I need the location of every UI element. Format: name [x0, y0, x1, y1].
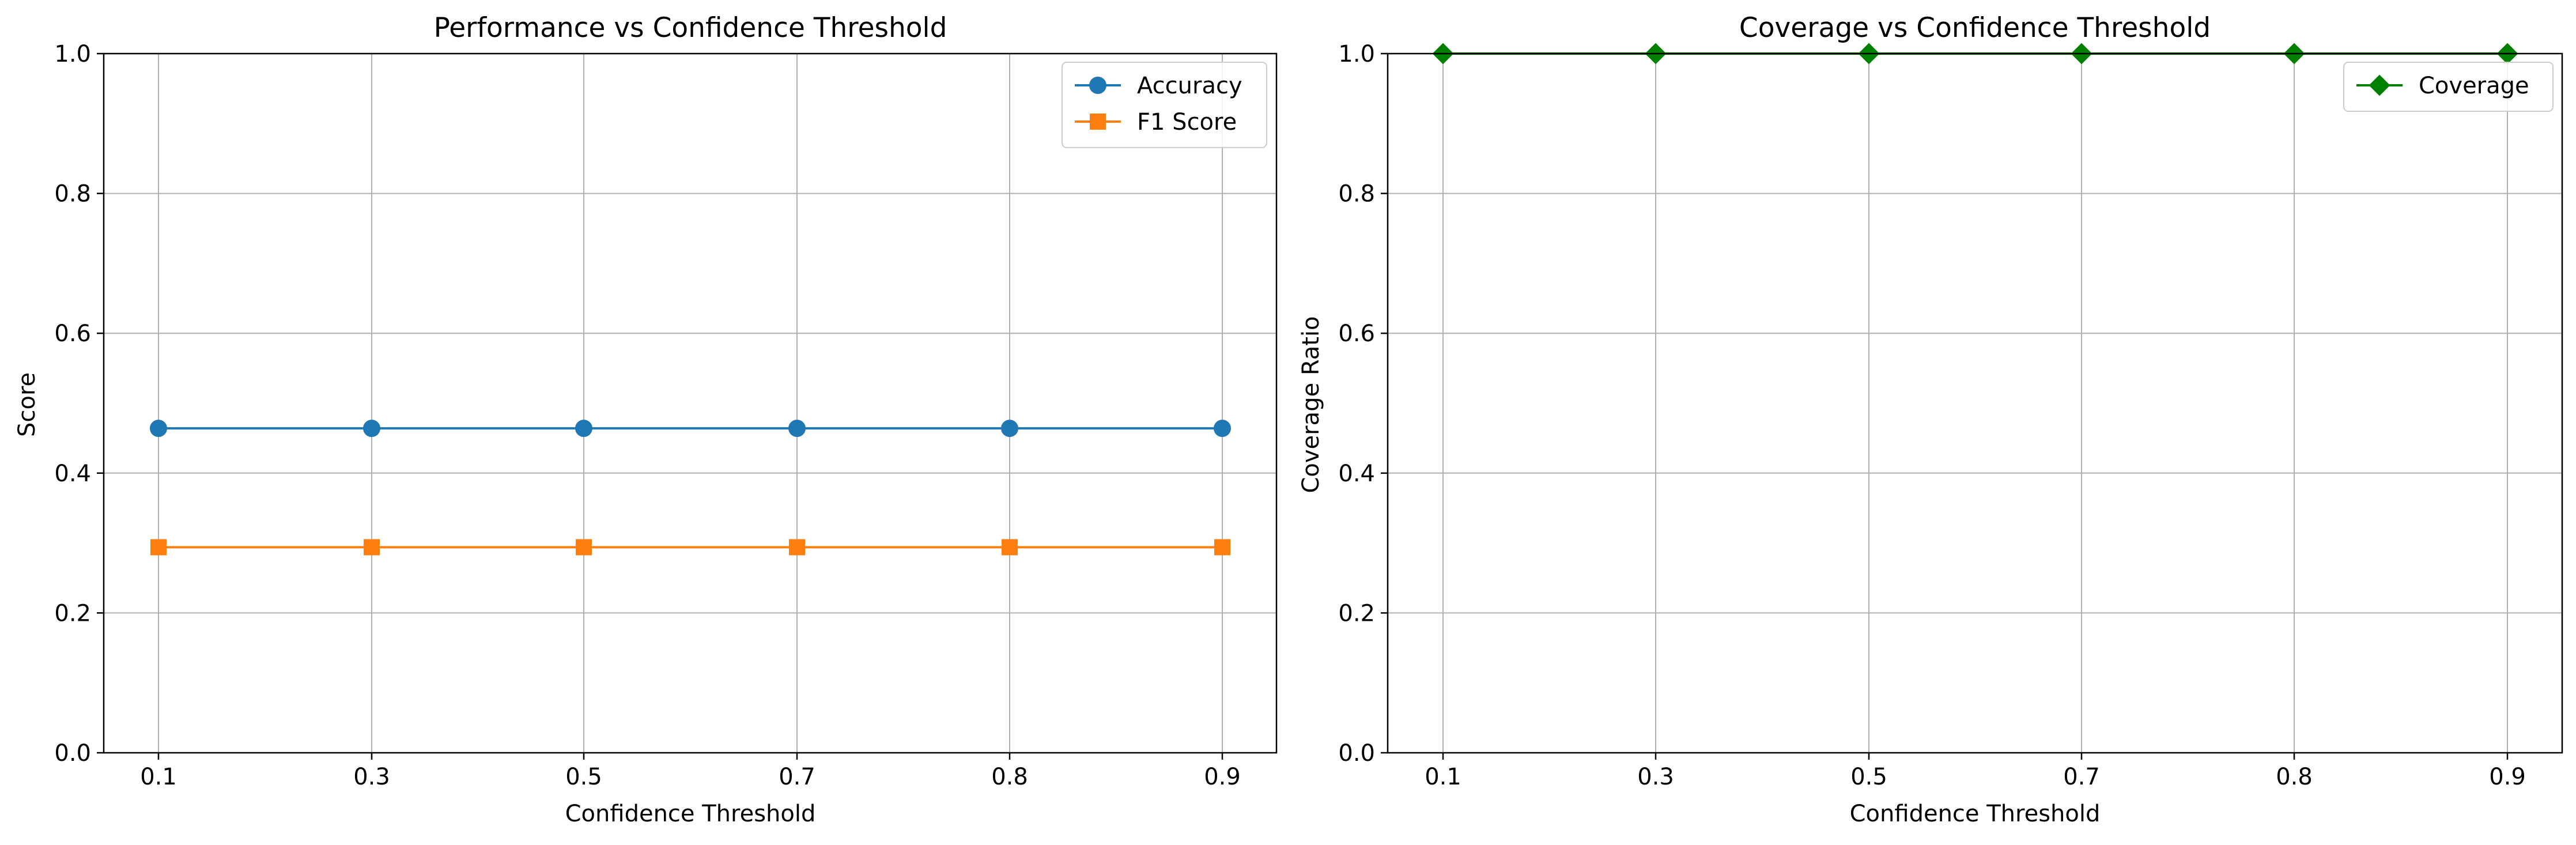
plot-frame [103, 52, 1278, 754]
y-tick-label: 0.0 [54, 740, 91, 767]
chart-title: Coverage vs Confidence Threshold [1739, 12, 2211, 44]
y-tick-label: 0.8 [1338, 181, 1375, 208]
x-tick-label: 0.1 [140, 764, 177, 790]
legend-marker-accuracy [1089, 77, 1106, 94]
x-tick-label: 0.3 [1637, 764, 1674, 790]
legend-box [2343, 62, 2554, 112]
legend-box [1062, 62, 1267, 148]
x-tick-label: 0.5 [1850, 764, 1887, 790]
data-point-f1-score [150, 539, 167, 556]
y-axis-label: Score [14, 372, 40, 437]
ticks: 0.1 0.3 0.5 0.7 0.8 0.9 0.0 0.2 0.4 0.6 0.8 1.0 [54, 41, 1240, 790]
chart-performance: Performance vs Confidence Threshold Conf… [14, 12, 1278, 827]
data-point-accuracy [1001, 420, 1018, 437]
grid [1388, 53, 2562, 753]
x-axis-label: Confidence Threshold [1850, 801, 2101, 827]
x-tick-label: 0.3 [353, 764, 390, 790]
x-axis-label: Confidence Threshold [565, 801, 816, 827]
x-tick-label: 0.9 [2489, 764, 2526, 790]
chart-title: Performance vs Confidence Threshold [434, 12, 947, 44]
data-point-accuracy [1214, 420, 1231, 437]
data-point-f1-score [1002, 539, 1018, 556]
y-tick-label: 0.2 [54, 600, 91, 627]
legend: Accuracy F1 Score [1062, 62, 1267, 148]
y-tick-label: 0.0 [1338, 740, 1375, 767]
legend-label-f1-score: F1 Score [1137, 109, 1237, 135]
series-group [150, 420, 1231, 556]
data-point-accuracy [788, 420, 806, 437]
x-tick-label: 0.1 [1425, 764, 1461, 790]
y-tick-label: 0.8 [54, 181, 91, 208]
x-tick-label: 0.7 [779, 764, 815, 790]
data-point-accuracy [363, 420, 380, 437]
x-tick-label: 0.9 [1204, 764, 1241, 790]
legend-label-coverage: Coverage [2419, 73, 2529, 99]
x-tick-label: 0.7 [2063, 764, 2100, 790]
y-tick-label: 0.6 [1338, 320, 1375, 347]
legend-marker-coverage [2369, 74, 2390, 96]
legend-marker-f1-score [1090, 114, 1106, 130]
y-tick-label: 0.4 [54, 461, 91, 487]
x-tick-label: 0.8 [2276, 764, 2313, 790]
legend: Coverage [2343, 62, 2554, 112]
data-point-f1-score [1214, 539, 1230, 556]
plot-frame [1387, 52, 2563, 754]
chart-coverage: Coverage vs Confidence Threshold Confide… [1298, 12, 2563, 827]
x-tick-label: 0.5 [565, 764, 602, 790]
data-point-f1-score [789, 539, 805, 556]
y-tick-label: 0.6 [54, 320, 91, 347]
y-axis-label: Coverage Ratio [1298, 316, 1324, 493]
ticks: 0.1 0.3 0.5 0.7 0.8 0.9 0.0 0.2 0.4 0.6 0.8 1.0 [1338, 41, 2525, 790]
legend-label-accuracy: Accuracy [1137, 73, 1242, 99]
y-tick-label: 1.0 [54, 41, 91, 67]
data-point-accuracy [150, 420, 167, 437]
y-tick-label: 0.2 [1338, 600, 1375, 627]
data-point-f1-score [364, 539, 380, 556]
x-tick-label: 0.8 [991, 764, 1028, 790]
y-tick-label: 1.0 [1338, 41, 1375, 67]
data-point-accuracy [575, 420, 592, 437]
y-tick-label: 0.4 [1338, 461, 1375, 487]
data-point-f1-score [576, 539, 592, 556]
